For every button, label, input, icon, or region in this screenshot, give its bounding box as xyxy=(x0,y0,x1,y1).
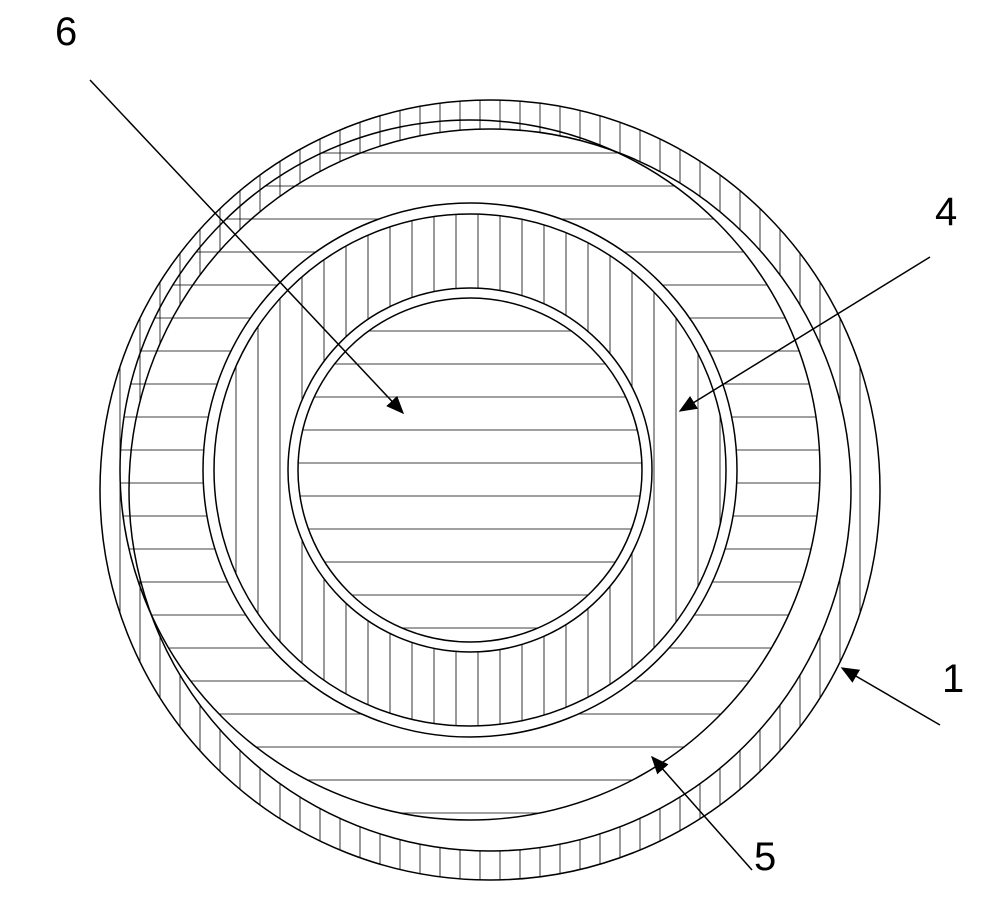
label-6: 6 xyxy=(55,10,77,54)
second-ring xyxy=(120,120,820,820)
third-ring xyxy=(214,214,726,726)
label-1-leader xyxy=(842,668,940,725)
label-5: 5 xyxy=(754,835,776,879)
diagram-container: 6 4 1 5 xyxy=(0,0,1000,903)
label-4-leader xyxy=(680,257,930,411)
label-5-leader xyxy=(652,757,752,870)
cross-section-diagram: 6 4 1 5 xyxy=(0,0,1000,903)
label-4: 4 xyxy=(935,190,957,234)
label-1: 1 xyxy=(942,657,964,701)
outer-ring xyxy=(100,100,880,880)
inner-circle xyxy=(298,298,642,642)
